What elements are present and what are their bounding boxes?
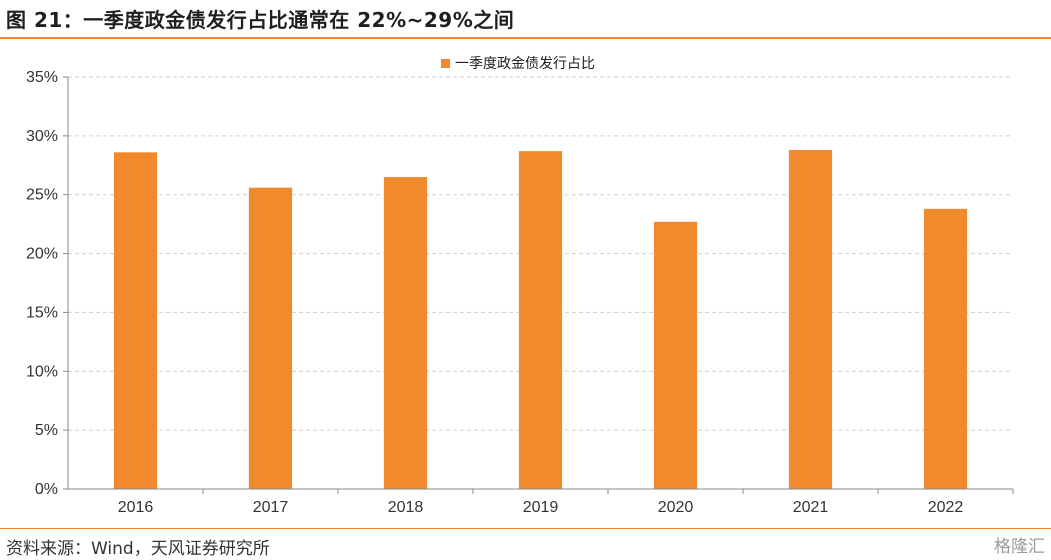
bar-chart: 0% 5% 10% 15% 20% 25% 30% 35% 2016 2017 2018 2019 20… [26,56,1014,516]
y-tick-label: 5% [35,422,58,439]
x-tick-label: 2018 [388,499,424,516]
legend-swatch [441,59,450,68]
legend-label: 一季度政金债发行占比 [455,56,595,72]
bar-2021 [788,149,833,490]
x-tick-label: 2020 [658,499,694,516]
footer-divider [0,528,1051,529]
bar-2022 [923,208,968,489]
source-note: 资料来源：Wind，天风证券研究所 [6,539,270,559]
bar-2018 [383,177,428,490]
axes: 0% 5% 10% 15% 20% 25% 30% 35% 2016 2017 2018 2019 20… [26,69,1014,516]
legend: 一季度政金债发行占比 [441,56,595,72]
watermark-logo: 格隆汇 [994,537,1045,557]
gridlines [68,76,1013,431]
y-tick-label: 35% [26,69,58,86]
x-tick-label: 2021 [793,499,829,516]
x-tick-label: 2019 [523,499,559,516]
x-tick-label: 2017 [253,499,289,516]
y-tick-label: 20% [26,246,58,263]
bar-2017 [248,187,293,489]
page-title: 图 21：一季度政金债发行占比通常在 22%~29%之间 [6,8,515,32]
bar-2016 [113,152,158,489]
y-tick-label: 25% [26,187,58,204]
x-tick-label: 2016 [118,499,154,516]
title-divider [0,37,1051,39]
x-tick-label: 2022 [928,499,964,516]
y-tick-label: 0% [35,481,58,498]
y-tick-label: 30% [26,128,58,145]
y-tick-label: 10% [26,363,58,380]
bars [113,149,968,490]
bar-2020 [653,221,698,489]
bar-2019 [518,151,563,489]
y-tick-label: 15% [26,304,58,321]
